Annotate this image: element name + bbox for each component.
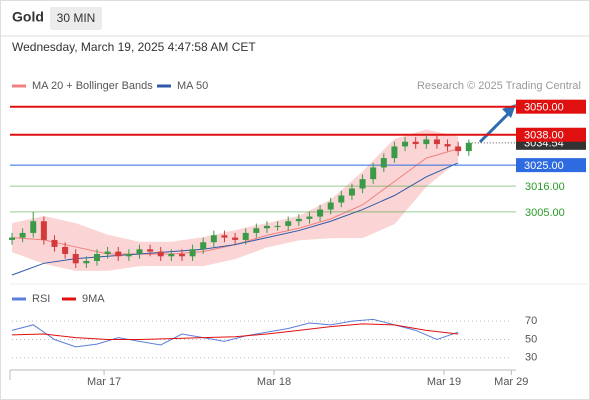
candle-body (274, 225, 281, 227)
bollinger-band-upper (11, 129, 459, 243)
candle-body (380, 158, 387, 168)
x-tick-label: Mar 18 (257, 376, 291, 388)
interval: 30 MIN (57, 11, 96, 25)
candle-body (391, 146, 398, 159)
candle-body (115, 251, 122, 257)
symbol: Gold (12, 9, 44, 25)
candle-body (189, 249, 196, 257)
candle-body (83, 260, 90, 264)
candle-body (455, 146, 462, 152)
credit: Research © 2025 Trading Central (417, 80, 581, 92)
candle-body (104, 251, 111, 254)
candle-body (465, 142, 472, 152)
candle-body (221, 235, 228, 238)
forecast-arrow (478, 110, 512, 144)
level-box (516, 99, 586, 114)
candle-body (306, 216, 313, 219)
level-label: 3016.00 (525, 181, 565, 193)
bollinger-band-fill (12, 130, 459, 271)
candle-body (136, 249, 143, 254)
candle-body (40, 221, 47, 240)
candle-body (253, 228, 260, 233)
x-tick-label: Mar 19 (427, 376, 461, 388)
candle-body (9, 237, 15, 240)
candle-body (338, 195, 345, 203)
candle-body (327, 202, 334, 210)
candle-body (433, 139, 440, 145)
candle-body (72, 253, 79, 264)
candle-body (285, 221, 292, 226)
candle-body (19, 232, 26, 238)
candle-body (168, 253, 175, 257)
candle-body (359, 179, 366, 189)
candle-body (147, 249, 154, 252)
level-label: 3038.00 (524, 130, 564, 142)
candle-body (242, 232, 249, 240)
candle-body (210, 235, 217, 243)
legend-label: MA 50 (177, 80, 208, 92)
candle-body (412, 141, 419, 145)
candle-body (178, 253, 185, 257)
candle-body (317, 209, 324, 217)
x-tick-label: Mar 29 (494, 376, 528, 388)
level-label: 3050.00 (524, 102, 564, 114)
candle-body (402, 141, 409, 147)
candle-body (30, 221, 37, 233)
y-tick-label: 50 (525, 333, 537, 345)
candle-body (370, 167, 377, 180)
x-tick-label: Mar 17 (87, 376, 121, 388)
candle-body (51, 239, 58, 247)
candle-body (423, 139, 430, 145)
candle-body (200, 242, 207, 250)
level-box (516, 127, 586, 142)
candle-body (295, 218, 302, 222)
y-tick-label: 30 (525, 352, 537, 364)
candle-body (263, 225, 270, 229)
candle-body (444, 144, 451, 147)
level-label: 3025.00 (524, 160, 564, 172)
legend-label: MA 20 + Bollinger Bands (32, 80, 153, 92)
candle-body (348, 188, 355, 196)
candle-body (125, 253, 132, 257)
indicator-line (11, 318, 459, 348)
timestamp: Wednesday, March 19, 2025 4:47:58 AM CET (12, 40, 256, 54)
y-tick-label: 70 (525, 315, 537, 327)
interval-box (50, 7, 102, 30)
candle-body (62, 246, 69, 254)
level-box (516, 158, 586, 173)
candle-body (232, 237, 239, 240)
bollinger-band-lower (11, 160, 459, 271)
level-label: 3005.00 (525, 207, 565, 219)
candle-body (93, 253, 100, 261)
indicator-line (11, 323, 459, 340)
candle-body (157, 251, 164, 257)
legend-label: 9MA (82, 293, 105, 305)
legend-label: RSI (32, 293, 50, 305)
